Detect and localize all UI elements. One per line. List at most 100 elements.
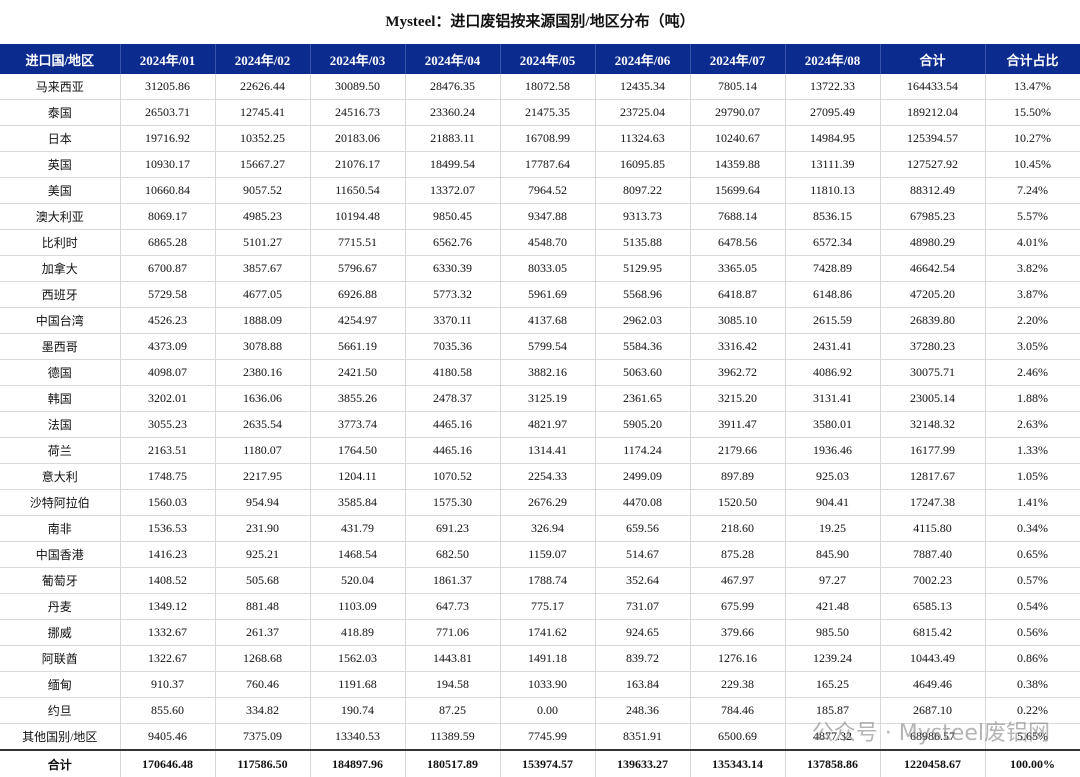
row-label: 阿联酋 — [0, 645, 121, 672]
cell: 8351.91 — [595, 723, 691, 751]
total-cell: 117586.50 — [215, 749, 311, 777]
cell: 4821.97 — [500, 411, 596, 438]
table-row: 中国香港 1416.23 925.21 1468.54 682.50 1159.07 514… — [0, 541, 1080, 568]
cell: 4877.32 — [785, 723, 881, 751]
cell: 248.36 — [595, 697, 691, 724]
cell: 7002.23 — [880, 567, 986, 594]
cell: 3.05% — [985, 333, 1080, 360]
table-row: 德国 4098.07 2380.16 2421.50 4180.58 3882.16 506… — [0, 359, 1080, 386]
cell: 12435.34 — [595, 74, 691, 100]
table-row: 沙特阿拉伯 1560.03 954.94 3585.84 1575.30 2676.29 4… — [0, 489, 1080, 516]
cell: 2676.29 — [500, 489, 596, 516]
header-row: 进口国/地区 2024年/01 2024年/02 2024年/03 2024年/04 20… — [0, 44, 1080, 74]
cell: 520.04 — [310, 567, 406, 594]
header-cell: 进口国/地区 — [0, 44, 121, 74]
cell: 2431.41 — [785, 333, 881, 360]
table-row: 意大利 1748.75 2217.95 1204.11 1070.52 2254.33 24… — [0, 463, 1080, 490]
cell: 1268.68 — [215, 645, 311, 672]
cell: 47205.20 — [880, 281, 986, 308]
cell: 1.33% — [985, 437, 1080, 464]
cell: 1191.68 — [310, 671, 406, 698]
cell: 10660.84 — [120, 177, 216, 204]
cell: 125394.57 — [880, 125, 986, 152]
cell: 261.37 — [215, 619, 311, 646]
cell: 1788.74 — [500, 567, 596, 594]
cell: 2.20% — [985, 307, 1080, 334]
cell: 1536.53 — [120, 515, 216, 542]
cell: 2635.54 — [215, 411, 311, 438]
cell: 985.50 — [785, 619, 881, 646]
cell: 87.25 — [405, 697, 501, 724]
cell: 5661.19 — [310, 333, 406, 360]
cell: 3131.41 — [785, 385, 881, 412]
row-label: 约旦 — [0, 697, 121, 724]
table-row: 缅甸 910.37 760.46 1191.68 194.58 1033.90 163.84… — [0, 671, 1080, 698]
table-row: 南非 1536.53 231.90 431.79 691.23 326.94 659.56 2… — [0, 515, 1080, 542]
total-cell: 153974.57 — [500, 749, 596, 777]
cell: 0.00 — [500, 697, 596, 724]
cell: 775.17 — [500, 593, 596, 620]
cell: 7745.99 — [500, 723, 596, 751]
table-row: 比利时 6865.28 5101.27 7715.51 6562.76 4548.70 51… — [0, 229, 1080, 256]
cell: 3078.88 — [215, 333, 311, 360]
table-row: 泰国 26503.71 12745.41 24516.73 23360.24 21475.… — [0, 99, 1080, 126]
cell: 6500.69 — [690, 723, 786, 751]
cell: 3855.26 — [310, 385, 406, 412]
cell: 3857.67 — [215, 255, 311, 282]
cell: 15699.64 — [690, 177, 786, 204]
cell: 514.67 — [595, 541, 691, 568]
cell: 10930.17 — [120, 151, 216, 178]
cell: 6700.87 — [120, 255, 216, 282]
table-row: 葡萄牙 1408.52 505.68 520.04 1861.37 1788.74 352.… — [0, 567, 1080, 594]
cell: 3370.11 — [405, 307, 501, 334]
table-row: 挪威 1332.67 261.37 418.89 771.06 1741.62 924.65… — [0, 619, 1080, 646]
cell: 10443.49 — [880, 645, 986, 672]
cell: 2687.10 — [880, 697, 986, 724]
row-label: 英国 — [0, 151, 121, 178]
table-row: 墨西哥 4373.09 3078.88 5661.19 7035.36 5799.54 55… — [0, 333, 1080, 360]
cell: 1349.12 — [120, 593, 216, 620]
row-label: 墨西哥 — [0, 333, 121, 360]
table-row: 美国 10660.84 9057.52 11650.54 13372.07 7964.52… — [0, 177, 1080, 204]
cell: 13111.39 — [785, 151, 881, 178]
cell: 19.25 — [785, 515, 881, 542]
cell: 1033.90 — [500, 671, 596, 698]
cell: 12817.67 — [880, 463, 986, 490]
cell: 5063.60 — [595, 359, 691, 386]
cell: 326.94 — [500, 515, 596, 542]
cell: 4086.92 — [785, 359, 881, 386]
table-body: 马来西亚 31205.86 22626.44 30089.50 28476.35 1807… — [0, 74, 1080, 777]
cell: 2.46% — [985, 359, 1080, 386]
cell: 46642.54 — [880, 255, 986, 282]
total-row: 合计 170646.48 117586.50 184897.96 180517.89 15… — [0, 749, 1080, 777]
cell: 4.01% — [985, 229, 1080, 256]
table-row: 约旦 855.60 334.82 190.74 87.25 0.00 248.36 784.4… — [0, 697, 1080, 724]
cell: 190.74 — [310, 697, 406, 724]
cell: 1.05% — [985, 463, 1080, 490]
cell: 897.89 — [690, 463, 786, 490]
cell: 11324.63 — [595, 125, 691, 152]
cell: 9850.45 — [405, 203, 501, 230]
row-label: 德国 — [0, 359, 121, 386]
cell: 4985.23 — [215, 203, 311, 230]
header-cell: 2024年/05 — [500, 44, 596, 74]
row-label: 美国 — [0, 177, 121, 204]
cell: 2380.16 — [215, 359, 311, 386]
title: Mysteel：进口废铝按来源国别/地区分布（吨） — [385, 14, 695, 30]
cell: 2179.66 — [690, 437, 786, 464]
cell: 910.37 — [120, 671, 216, 698]
cell: 2421.50 — [310, 359, 406, 386]
cell: 4548.70 — [500, 229, 596, 256]
cell: 31205.86 — [120, 74, 216, 100]
cell: 1861.37 — [405, 567, 501, 594]
cell: 4526.23 — [120, 307, 216, 334]
cell: 1443.81 — [405, 645, 501, 672]
cell: 1180.07 — [215, 437, 311, 464]
cell: 4098.07 — [120, 359, 216, 386]
cell: 6585.13 — [880, 593, 986, 620]
cell: 3125.19 — [500, 385, 596, 412]
cell: 1748.75 — [120, 463, 216, 490]
cell: 760.46 — [215, 671, 311, 698]
table-row: 中国台湾 4526.23 1888.09 4254.97 3370.11 4137.68 2… — [0, 307, 1080, 334]
header-cell: 2024年/04 — [405, 44, 501, 74]
